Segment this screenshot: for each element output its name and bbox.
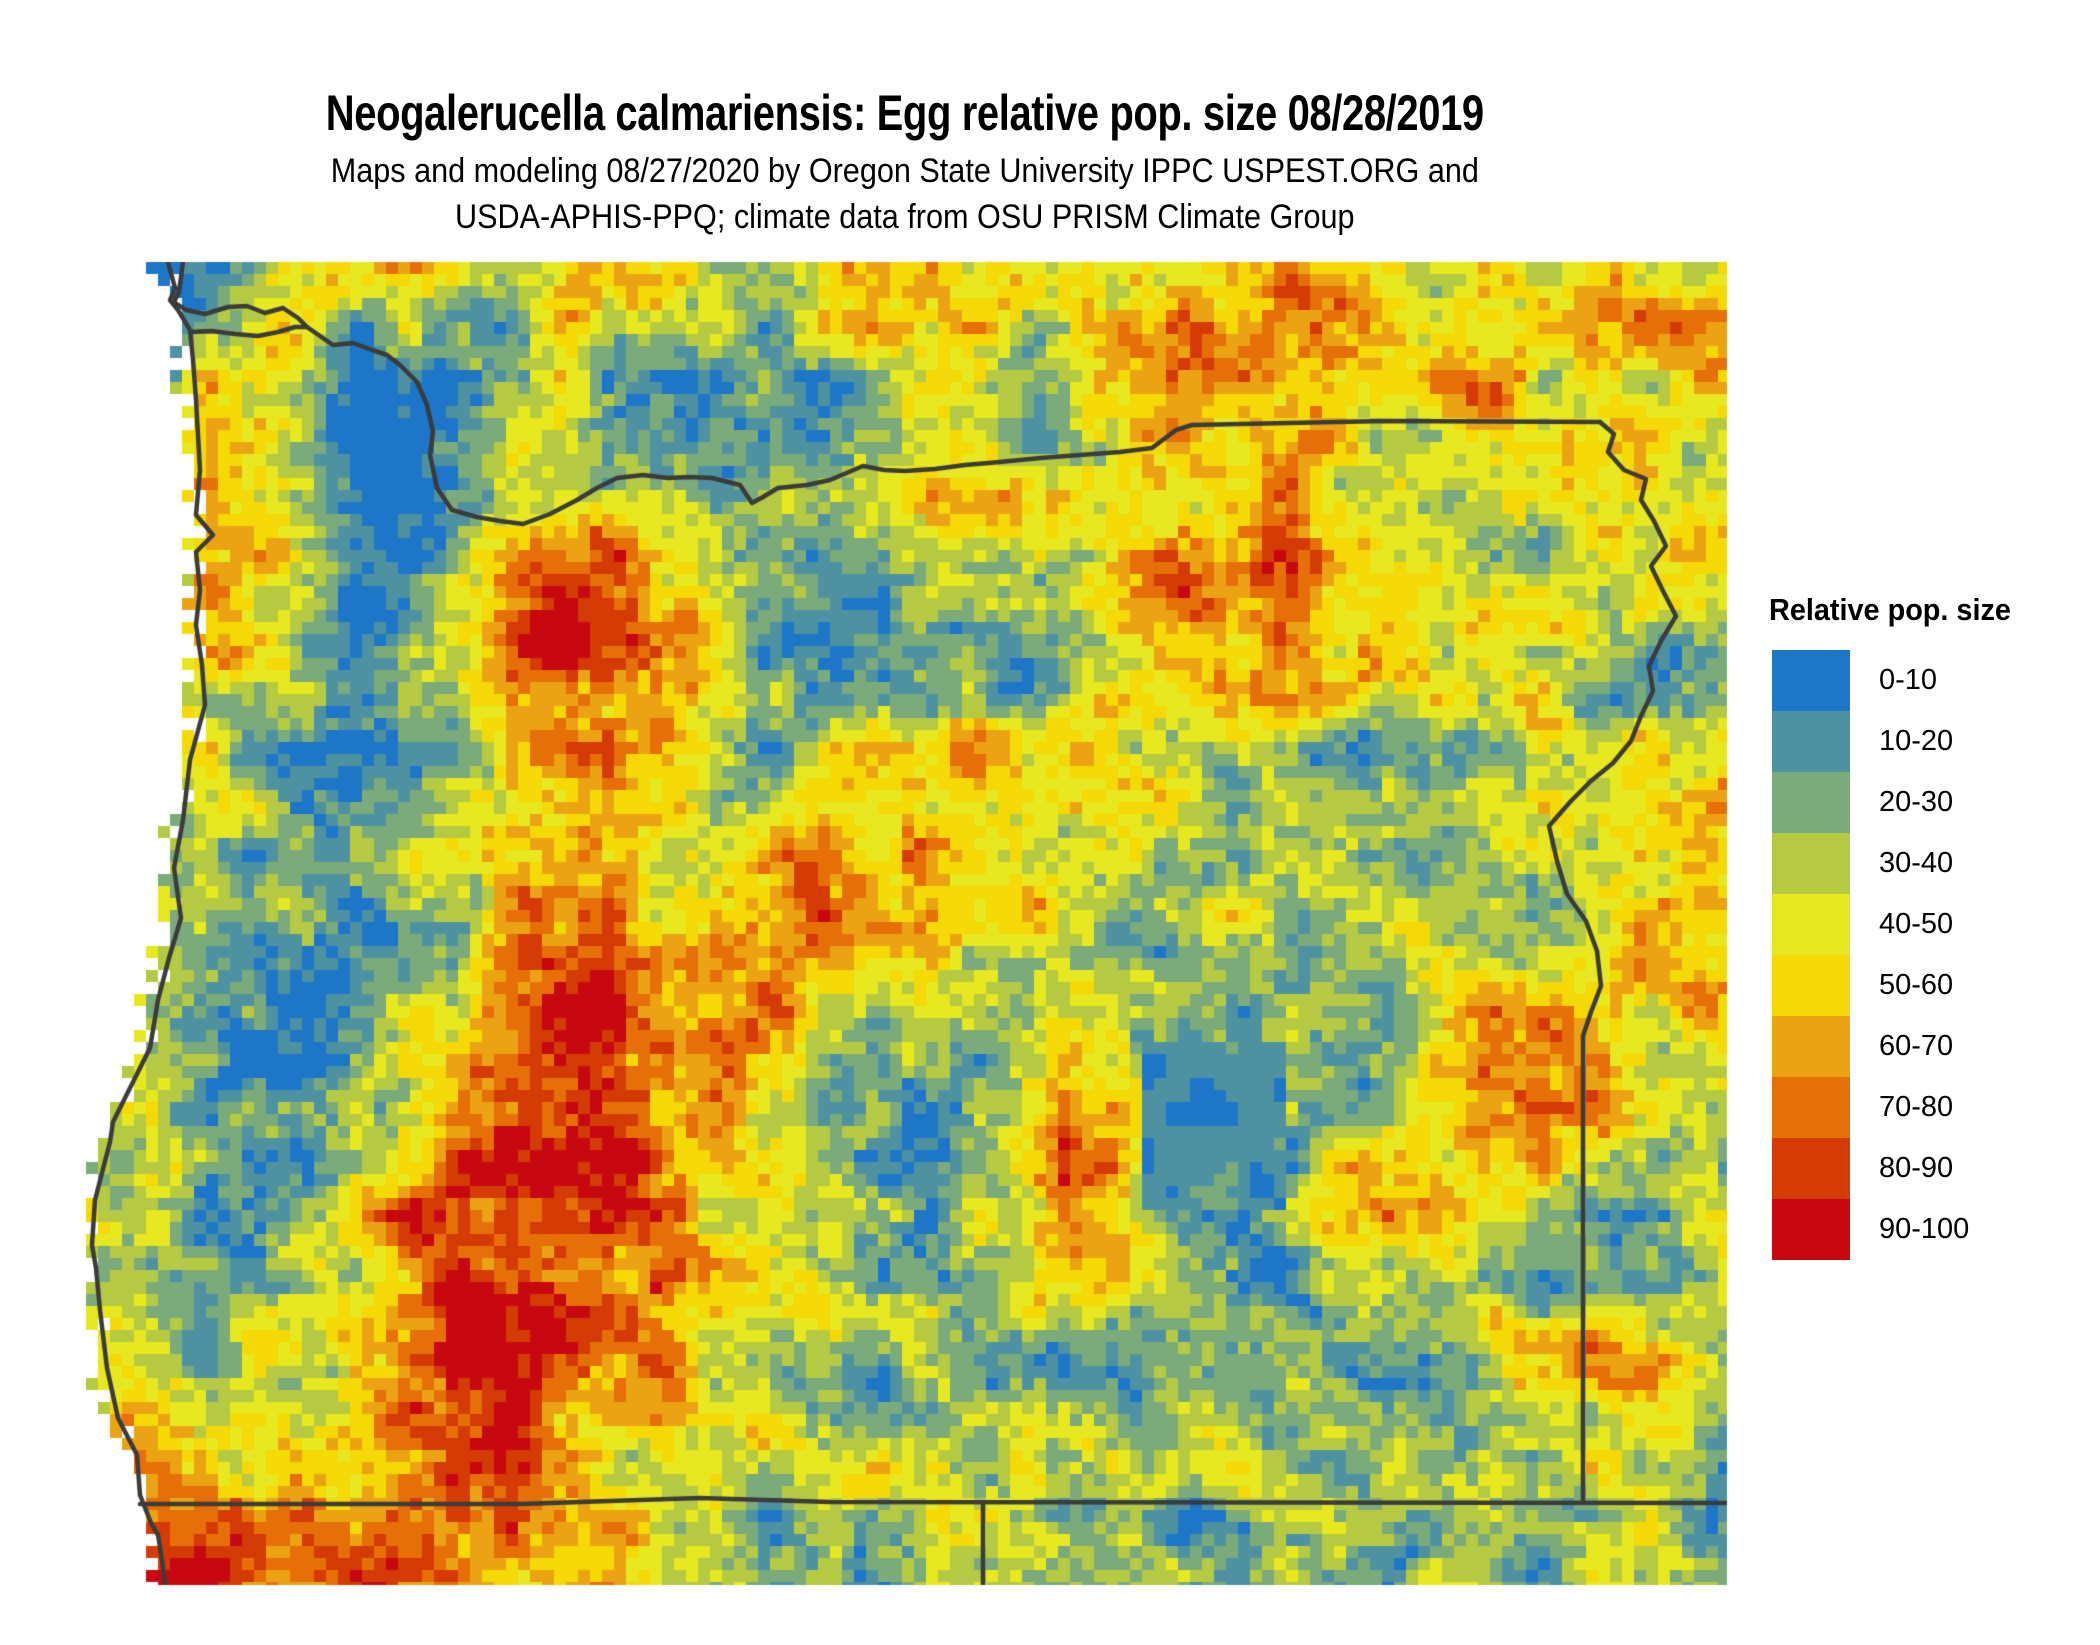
legend-row: 90-100 xyxy=(1772,1199,1969,1260)
subtitle-line-2: USDA-APHIS-PPQ; climate data from OSU PR… xyxy=(0,200,1810,234)
legend: 0-10 10-20 20-30 30-40 40-50 50-60 60-70 70-80 8… xyxy=(1772,650,1969,1260)
subtitle-line-1: Maps and modeling 08/27/2020 by Oregon S… xyxy=(0,154,1810,188)
legend-row: 60-70 xyxy=(1772,1016,1969,1077)
subtitle-line-2-text: USDA-APHIS-PPQ; climate data from OSU PR… xyxy=(455,198,1355,236)
legend-label: 80-90 xyxy=(1879,1152,1954,1184)
legend-swatch xyxy=(1772,833,1850,894)
legend-label: 50-60 xyxy=(1879,969,1954,1001)
legend-row: 30-40 xyxy=(1772,833,1969,894)
legend-swatch xyxy=(1772,1138,1850,1199)
page-title: Neogalerucella calmariensis: Egg relativ… xyxy=(0,88,1810,138)
legend-swatch xyxy=(1772,1016,1850,1077)
legend-label: 30-40 xyxy=(1879,847,1954,879)
legend-row: 80-90 xyxy=(1772,1138,1969,1199)
legend-row: 50-60 xyxy=(1772,955,1969,1016)
legend-swatch xyxy=(1772,650,1850,711)
legend-swatch xyxy=(1772,711,1850,772)
legend-swatch xyxy=(1772,772,1850,833)
legend-label: 40-50 xyxy=(1879,908,1954,940)
legend-label: 90-100 xyxy=(1879,1213,1970,1245)
legend-row: 40-50 xyxy=(1772,894,1969,955)
legend-swatch xyxy=(1772,1077,1850,1138)
legend-label: 60-70 xyxy=(1879,1030,1954,1062)
legend-swatch xyxy=(1772,894,1850,955)
legend-label: 0-10 xyxy=(1879,664,1938,696)
legend-row: 10-20 xyxy=(1772,711,1969,772)
legend-row: 0-10 xyxy=(1772,650,1969,711)
legend-label: 20-30 xyxy=(1879,786,1954,818)
legend-row: 20-30 xyxy=(1772,772,1969,833)
legend-row: 70-80 xyxy=(1772,1077,1969,1138)
page-title-text: Neogalerucella calmariensis: Egg relativ… xyxy=(325,85,1484,141)
subtitle-line-1-text: Maps and modeling 08/27/2020 by Oregon S… xyxy=(330,152,1480,190)
legend-title: Relative pop. size xyxy=(1769,592,2011,627)
legend-swatch xyxy=(1772,955,1850,1016)
legend-label: 10-20 xyxy=(1879,725,1954,757)
legend-label: 70-80 xyxy=(1879,1091,1954,1123)
legend-swatch xyxy=(1772,1199,1850,1260)
